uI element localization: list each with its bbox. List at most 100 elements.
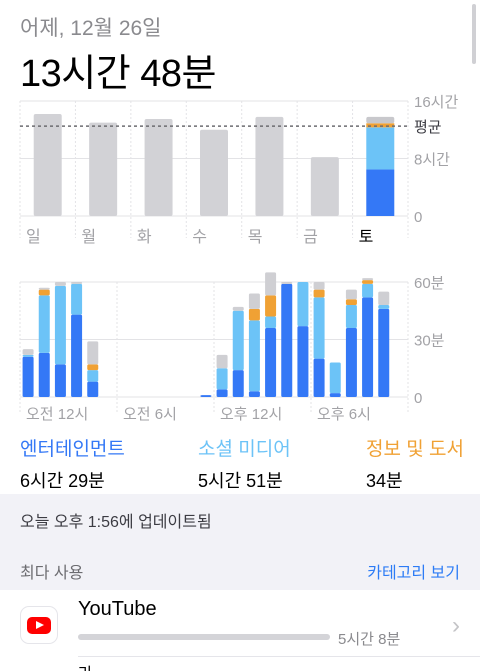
- app-name: YouTube: [78, 598, 157, 620]
- category-entertainment[interactable]: 엔터테인먼트 6시간 29분: [20, 434, 125, 493]
- hourly-bar: [87, 341, 99, 365]
- y-tick-label: 8시간: [414, 152, 450, 169]
- x-tick-label: 오후 6시: [317, 406, 371, 423]
- hourly-bar: [232, 370, 244, 397]
- hourly-bar: [248, 320, 260, 392]
- section-background: [0, 494, 480, 590]
- category-legend: 엔터테인먼트 6시간 29분 소셜 미디어 5시간 51분 정보 및 도서 34…: [0, 434, 480, 494]
- hourly-bar: [345, 289, 357, 300]
- hourly-bar: [378, 305, 390, 309]
- hourly-bar: [87, 364, 99, 371]
- day-label: 금: [303, 229, 318, 246]
- y-tick-label: 0: [414, 209, 422, 226]
- hourly-bar: [71, 314, 83, 397]
- weekly-bar: [255, 116, 284, 216]
- hourly-bar: [378, 308, 390, 397]
- weekly-bar: [33, 113, 62, 216]
- category-name: 엔터테인먼트: [20, 439, 125, 460]
- hourly-bar: [265, 295, 277, 317]
- hourly-bar: [248, 391, 260, 397]
- app-row-youtube[interactable]: YouTube 5시간 8분 ›: [0, 590, 480, 656]
- hourly-bar: [22, 356, 34, 397]
- y-tick-label: 30분: [414, 333, 445, 350]
- date-label: 어제, 12월 26일: [20, 17, 162, 40]
- y-tick-label: 60분: [414, 275, 445, 292]
- hourly-bar: [232, 306, 244, 311]
- hourly-bar: [362, 280, 374, 284]
- hourly-bar: [54, 282, 66, 286]
- hourly-bar: [216, 368, 228, 390]
- hourly-bar: [200, 395, 212, 397]
- weekly-bar: [366, 127, 395, 170]
- play-icon: [27, 616, 51, 634]
- hourly-bar: [345, 305, 357, 328]
- day-label: 수: [192, 228, 207, 246]
- hourly-bar: [216, 389, 228, 397]
- day-label: 목: [248, 229, 263, 246]
- hourly-bar: [54, 364, 66, 397]
- hourly-bar: [345, 299, 357, 305]
- updated-text: 오늘 오후 1:56에 업데이트됨: [20, 514, 212, 531]
- hourly-bar: [87, 370, 99, 382]
- weekly-bar: [200, 129, 228, 216]
- hourly-bar: [265, 328, 277, 397]
- x-tick-label: 오후 12시: [220, 406, 282, 423]
- hourly-bar: [38, 289, 50, 296]
- hourly-bar: [345, 328, 357, 397]
- hourly-bar: [265, 316, 277, 328]
- hourly-bar: [71, 282, 83, 284]
- category-time: 6시간 29분: [20, 471, 105, 491]
- x-tick-label: 오전 6시: [123, 406, 177, 423]
- most-used-title: 최다 사용: [20, 565, 84, 582]
- app-usage-bar: [78, 634, 330, 640]
- total-screen-time: 13시간 48분: [20, 53, 216, 95]
- hourly-bar: [313, 358, 325, 397]
- day-label: 토: [359, 229, 374, 246]
- next-app-name[interactable]: 라: [78, 660, 93, 671]
- day-label: 화: [137, 228, 152, 246]
- day-label: 월: [81, 228, 96, 246]
- hourly-bar: [313, 282, 325, 290]
- hourly-bar: [248, 293, 260, 309]
- chevron-right-icon: ›: [452, 612, 460, 639]
- weekly-bar: [89, 122, 118, 216]
- weekly-bar: [366, 123, 395, 128]
- hourly-bar: [362, 278, 374, 281]
- x-tick-label: 오전 12시: [26, 406, 88, 423]
- hourly-bar: [313, 297, 325, 359]
- weekly-bar: [310, 157, 339, 216]
- hourly-bar: [329, 393, 341, 397]
- scroll-indicator[interactable]: [472, 4, 476, 64]
- hourly-bar: [362, 297, 374, 397]
- hourly-bar: [378, 291, 390, 305]
- hourly-bar: [22, 349, 34, 355]
- hourly-usage-chart[interactable]: 60분 30분 0 오전 12시 오전 6시 오후 12시 오후 6시: [0, 270, 480, 432]
- hourly-bar: [54, 285, 66, 365]
- category-social-media[interactable]: 소셜 미디어 5시간 51분: [198, 434, 291, 493]
- category-name: 정보 및 도서: [366, 439, 464, 460]
- hourly-bar: [297, 326, 309, 397]
- hourly-bar: [281, 282, 293, 284]
- hourly-bar: [22, 354, 34, 357]
- hourly-bar: [71, 283, 83, 315]
- hourly-bar: [232, 310, 244, 371]
- hourly-bar: [216, 354, 228, 369]
- y-tick-label: 16시간: [414, 94, 458, 111]
- hourly-bar: [87, 381, 99, 397]
- hourly-bar: [38, 287, 50, 290]
- weekly-bar: [144, 118, 173, 216]
- category-time: 5시간 51분: [198, 471, 283, 491]
- show-categories-link[interactable]: 카테고리 보기: [367, 565, 460, 582]
- hourly-bar: [38, 352, 50, 397]
- hourly-bar: [313, 289, 325, 298]
- hourly-bar: [248, 308, 260, 321]
- category-info-books[interactable]: 정보 및 도서 34분: [366, 434, 464, 493]
- youtube-icon: [20, 606, 58, 644]
- divider: [78, 656, 480, 657]
- weekly-bar: [366, 169, 395, 216]
- day-label: 일: [26, 228, 41, 246]
- category-time: 34분: [366, 471, 403, 491]
- hourly-bar: [362, 283, 374, 298]
- hourly-bar: [281, 283, 293, 397]
